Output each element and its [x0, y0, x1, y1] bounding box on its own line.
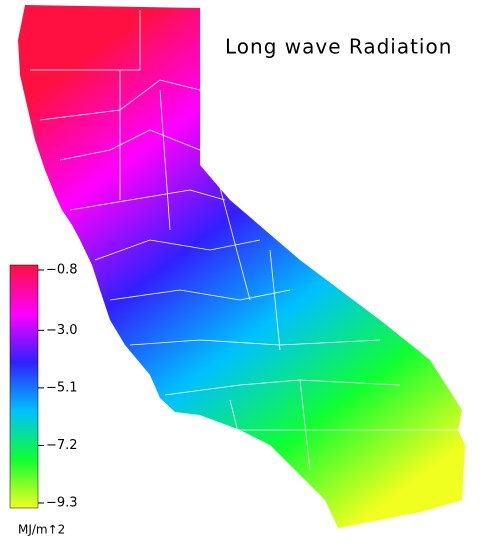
colorbar-tick-label: −5.1	[46, 380, 78, 395]
colorbar-tick-label: −9.3	[46, 496, 78, 511]
map-title: Long wave Radiation	[225, 35, 452, 59]
colorbar-tick-label: −0.8	[46, 263, 78, 278]
colorbar-tick-label: −7.2	[46, 438, 78, 453]
california-map	[18, 5, 465, 528]
colorbar-unit: MJ/m↑2	[18, 523, 65, 537]
colorbar-tick-label: −3.0	[46, 323, 78, 338]
county-lines	[30, 10, 460, 471]
colorbar	[9, 264, 39, 509]
